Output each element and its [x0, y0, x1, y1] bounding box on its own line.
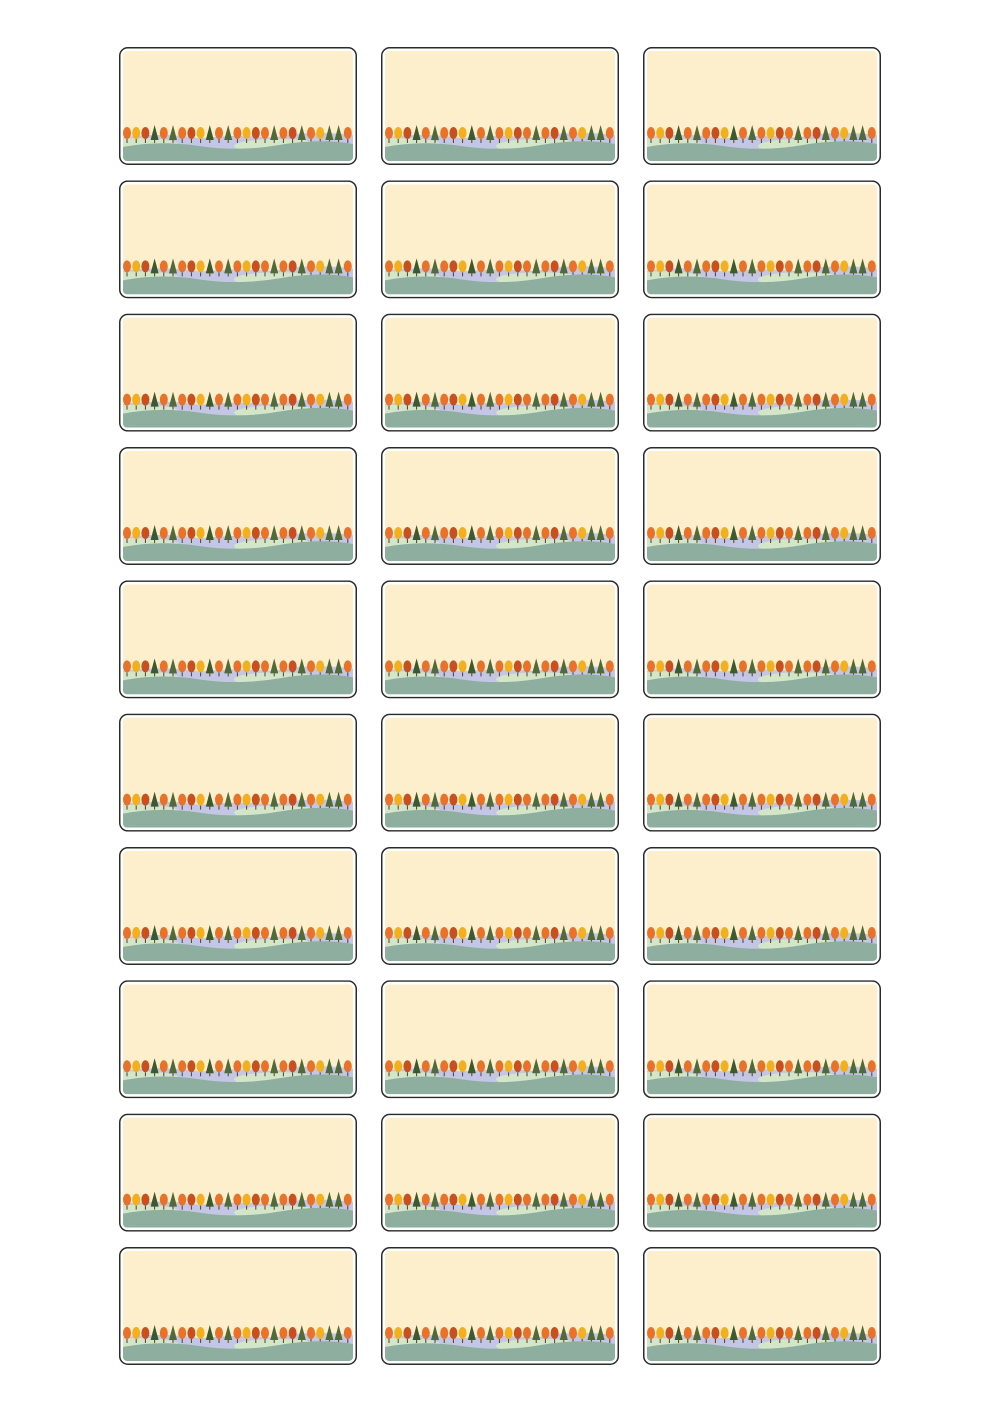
- label: [361, 714, 631, 831]
- label: [99, 1114, 369, 1231]
- label: [361, 1248, 631, 1365]
- label: [361, 581, 631, 698]
- label: [623, 1248, 893, 1365]
- label: [361, 181, 631, 298]
- label: [361, 314, 631, 431]
- label: [361, 1114, 631, 1231]
- label: [623, 981, 893, 1098]
- labels: [99, 48, 893, 1364]
- label: [361, 48, 631, 165]
- label: [623, 314, 893, 431]
- label: [623, 848, 893, 965]
- label: [99, 1248, 369, 1365]
- label: [99, 714, 369, 831]
- label: [361, 981, 631, 1098]
- label: [623, 581, 893, 698]
- label: [99, 48, 369, 165]
- label: [99, 448, 369, 565]
- label: [623, 181, 893, 298]
- label: [99, 314, 369, 431]
- label: [623, 714, 893, 831]
- label: [99, 181, 369, 298]
- label: [361, 848, 631, 965]
- label: [99, 981, 369, 1098]
- label: [623, 1114, 893, 1231]
- label: [623, 48, 893, 165]
- label: [99, 581, 369, 698]
- label: [99, 848, 369, 965]
- label: [361, 448, 631, 565]
- label: [623, 448, 893, 565]
